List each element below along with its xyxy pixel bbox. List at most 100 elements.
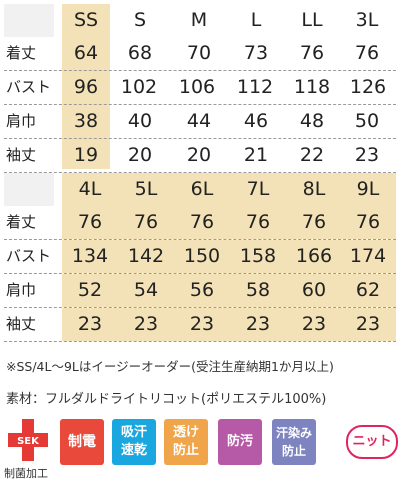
cell: 22 bbox=[299, 144, 325, 166]
row-label-shoulder: 肩巾 bbox=[6, 281, 37, 299]
cell: 174 bbox=[349, 245, 387, 267]
cell: 76 bbox=[354, 42, 380, 64]
cell: 134 bbox=[71, 245, 109, 267]
cell: 48 bbox=[299, 110, 325, 132]
sek-caption: 制菌加工 bbox=[4, 467, 48, 480]
material-text: 素材：フルダルドライトリコット(ポリエステル100%) bbox=[6, 392, 327, 407]
cell: 40 bbox=[127, 110, 153, 132]
cell: 76 bbox=[299, 42, 325, 64]
row-label-bust: バスト bbox=[6, 247, 52, 265]
cell: 106 bbox=[178, 76, 216, 98]
size-ll: LL bbox=[301, 9, 323, 31]
sweatstain-prevention-badge: 汗染み 防止 bbox=[272, 419, 316, 465]
table-row: 袖丈 19 20 20 21 22 23 bbox=[4, 139, 396, 173]
antistatic-badge: 制電 bbox=[60, 419, 104, 465]
cell: 20 bbox=[127, 144, 153, 166]
table-row: 肩巾 52 54 56 58 60 62 bbox=[4, 274, 396, 308]
sweat-line2: 防止 bbox=[281, 444, 306, 458]
table-row: 肩巾 38 40 44 46 48 50 bbox=[4, 105, 396, 139]
cell: 38 bbox=[73, 110, 99, 132]
header-highlight bbox=[62, 173, 396, 206]
cell: 142 bbox=[127, 245, 165, 267]
seethru-line2: 防止 bbox=[172, 443, 199, 458]
row-label-shoulder: 肩巾 bbox=[6, 112, 37, 130]
cell: 50 bbox=[354, 110, 380, 132]
size-3l: 3L bbox=[355, 9, 379, 31]
stainproof-badge: 防汚 bbox=[218, 419, 262, 465]
cell: 20 bbox=[186, 144, 212, 166]
cell: 68 bbox=[127, 42, 153, 64]
cell: 76 bbox=[245, 211, 271, 233]
row-highlight bbox=[62, 274, 396, 307]
header-blank bbox=[4, 4, 54, 37]
cell: 150 bbox=[183, 245, 221, 267]
sek-logo-icon: SEK bbox=[8, 419, 48, 461]
header-blank bbox=[4, 173, 54, 206]
size-5l: 5L bbox=[134, 178, 158, 200]
cell: 102 bbox=[120, 76, 158, 98]
cell: 118 bbox=[293, 76, 331, 98]
size-4l: 4L bbox=[78, 178, 102, 200]
row-label-sleeve: 袖丈 bbox=[6, 315, 37, 333]
row-label-sleeve: 袖丈 bbox=[6, 146, 37, 164]
cell: 60 bbox=[301, 279, 327, 301]
table-row: バスト 134 142 150 158 166 174 bbox=[4, 240, 396, 274]
table-row: 袖丈 23 23 23 23 23 23 bbox=[4, 308, 396, 342]
cell: 23 bbox=[189, 313, 215, 335]
row-label-bust: バスト bbox=[6, 78, 52, 96]
cell: 76 bbox=[301, 211, 327, 233]
feature-badges: SEK 制菌加工 制電 吸汗 速乾 透け 防止 防汚 汗染み 防止 ニット bbox=[4, 419, 398, 480]
size-chart: SS S M L LL 3L 着丈 64 68 70 73 76 76 バスト … bbox=[4, 4, 396, 342]
cell: 96 bbox=[73, 76, 99, 98]
cell: 58 bbox=[245, 279, 271, 301]
cell: 126 bbox=[349, 76, 387, 98]
cell: 23 bbox=[77, 313, 103, 335]
sek-logo-text: SEK bbox=[17, 436, 40, 447]
cell: 76 bbox=[77, 211, 103, 233]
row-highlight bbox=[62, 308, 396, 341]
size-7l: 7L bbox=[246, 178, 270, 200]
cell: 52 bbox=[77, 279, 103, 301]
order-note: ※SS/4L～9Lはイージーオーダー(受注生産納期1か月以上) bbox=[6, 359, 334, 374]
cell: 54 bbox=[133, 279, 159, 301]
size-6l: 6L bbox=[190, 178, 214, 200]
table-row: バスト 96 102 106 112 118 126 bbox=[4, 71, 396, 105]
cell: 62 bbox=[355, 279, 381, 301]
size-header-row-1: SS S M L LL 3L bbox=[4, 4, 396, 37]
cell: 166 bbox=[295, 245, 333, 267]
cell: 76 bbox=[355, 211, 381, 233]
cell: 23 bbox=[354, 144, 380, 166]
cell: 158 bbox=[239, 245, 277, 267]
knit-badge: ニット bbox=[346, 425, 398, 459]
cell: 73 bbox=[243, 42, 269, 64]
cell: 23 bbox=[245, 313, 271, 335]
cell: 19 bbox=[73, 144, 99, 166]
size-8l: 8L bbox=[302, 178, 326, 200]
cell: 76 bbox=[133, 211, 159, 233]
seethru-line1: 透け bbox=[172, 425, 199, 440]
absorb-line2: 速乾 bbox=[120, 443, 147, 458]
cell: 21 bbox=[243, 144, 269, 166]
cell: 56 bbox=[189, 279, 215, 301]
cell: 64 bbox=[73, 42, 99, 64]
absorb-quickdry-badge: 吸汗 速乾 bbox=[112, 419, 156, 465]
table-row: 着丈 64 68 70 73 76 76 bbox=[4, 37, 396, 71]
cell: 23 bbox=[355, 313, 381, 335]
cell: 46 bbox=[243, 110, 269, 132]
cell: 76 bbox=[189, 211, 215, 233]
row-highlight bbox=[62, 206, 396, 239]
ss-column-highlight bbox=[62, 4, 110, 169]
size-ss: SS bbox=[73, 9, 99, 31]
cell: 112 bbox=[236, 76, 274, 98]
size-header-row-2: 4L 5L 6L 7L 8L 9L bbox=[4, 173, 396, 206]
size-9l: 9L bbox=[356, 178, 380, 200]
seethrough-prevention-badge: 透け 防止 bbox=[164, 419, 208, 465]
absorb-line1: 吸汗 bbox=[120, 425, 147, 440]
table-row: 着丈 76 76 76 76 76 76 bbox=[4, 206, 396, 240]
row-label-length: 着丈 bbox=[6, 44, 37, 62]
cell: 70 bbox=[186, 42, 212, 64]
cell: 44 bbox=[186, 110, 212, 132]
antistatic-label: 制電 bbox=[68, 434, 96, 450]
sweat-line1: 汗染み bbox=[275, 426, 312, 440]
row-label-length: 着丈 bbox=[6, 213, 37, 231]
